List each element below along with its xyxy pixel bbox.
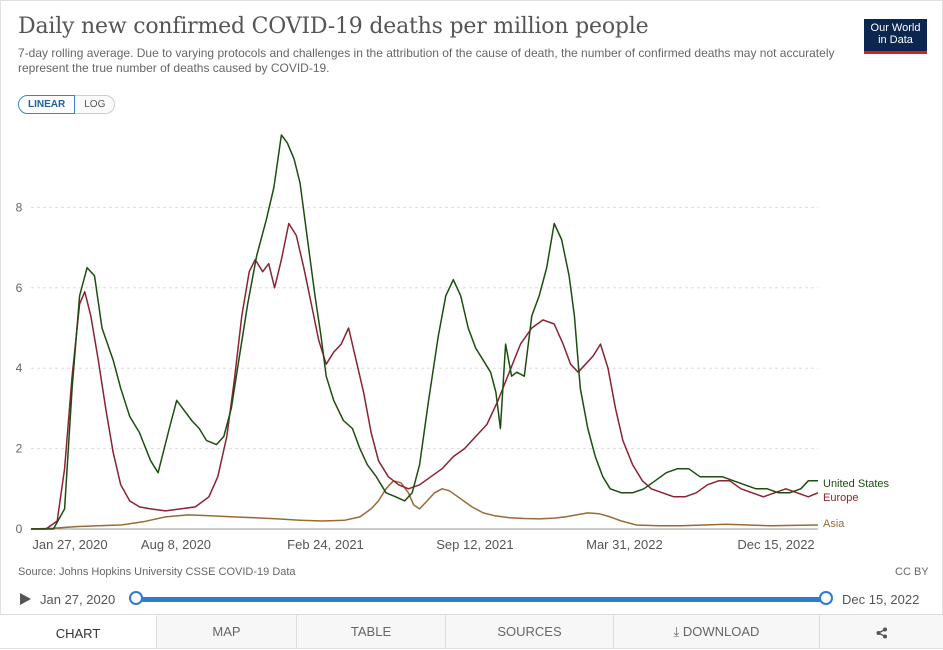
chart-subtitle: 7-day rolling average. Due to varying pr…: [18, 46, 835, 75]
timeline-track[interactable]: [136, 597, 826, 602]
timeline-end-label: Dec 15, 2022: [842, 592, 920, 607]
download-icon: ⤓: [673, 624, 683, 639]
tab-sources[interactable]: SOURCES: [446, 615, 614, 648]
license-link[interactable]: CC BY: [895, 566, 929, 578]
legend-label-europe: Europe: [823, 492, 858, 504]
x-tick-label: Aug 8, 2020: [141, 537, 211, 552]
logo-line1: Our World: [870, 22, 921, 34]
tab-map[interactable]: MAP: [157, 615, 297, 648]
source-note[interactable]: Source: Johns Hopkins University CSSE CO…: [18, 566, 296, 578]
log-scale-button[interactable]: LOG: [75, 95, 116, 114]
tab-download-label: DOWNLOAD: [682, 624, 760, 639]
x-tick-label: Mar 31, 2022: [586, 537, 663, 552]
timeline-end-handle[interactable]: [819, 591, 833, 605]
share-button[interactable]: [820, 615, 943, 648]
logo-line2: in Data: [878, 34, 913, 46]
play-icon[interactable]: [20, 593, 31, 605]
legend-label-asia: Asia: [823, 518, 845, 530]
x-tick-label: Feb 24, 2021: [287, 537, 364, 552]
y-tick-label: 8: [16, 200, 23, 214]
y-tick-label: 4: [16, 361, 23, 375]
tab-bar: CHART MAP TABLE SOURCES ⤓ DOWNLOAD: [0, 614, 943, 650]
y-tick-label: 6: [16, 281, 23, 295]
series-line-united-states: [31, 134, 818, 530]
tab-table[interactable]: TABLE: [297, 615, 446, 648]
timeline: Jan 27, 2020 Dec 15, 2022: [0, 588, 943, 612]
timeline-start-label: Jan 27, 2020: [40, 592, 116, 607]
line-chart: 0 2 4 6 8 Jan 27, 2020 Aug 8, 2020 Feb 24, 2021…: [16, 134, 890, 552]
share-icon: [876, 627, 887, 639]
tab-download[interactable]: ⤓ DOWNLOAD: [614, 615, 820, 648]
series-line-europe: [31, 222, 819, 530]
tab-chart[interactable]: CHART: [0, 615, 157, 648]
series-line-asia: [30, 480, 819, 530]
x-tick-label: Sep 12, 2021: [436, 537, 513, 552]
owid-logo[interactable]: Our World in Data: [864, 19, 927, 54]
linear-scale-button[interactable]: LINEAR: [18, 95, 76, 114]
x-tick-label: Jan 27, 2020: [32, 537, 107, 552]
chart-title: Daily new confirmed COVID-19 deaths per …: [18, 14, 649, 39]
scale-toggle: LINEAR LOG: [18, 95, 116, 114]
y-tick-label: 0: [16, 522, 23, 536]
timeline-start-handle[interactable]: [129, 591, 143, 605]
legend-label-united-states: United States: [823, 478, 890, 490]
x-tick-label: Dec 15, 2022: [737, 537, 814, 552]
y-tick-label: 2: [16, 442, 23, 456]
